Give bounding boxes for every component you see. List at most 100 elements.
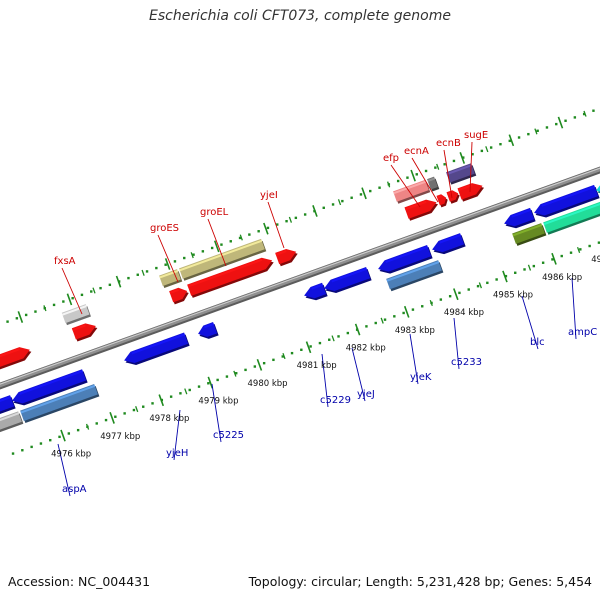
upper-tick-dot [489,146,493,149]
gene-sugE-box [446,163,475,183]
gene-c5229 [304,282,327,299]
lower-tick-dot [346,331,350,335]
gene-yjeJ [324,266,371,292]
gene-groEL [187,257,273,296]
upper-tick-dot [406,176,409,179]
upper-tick-dot [276,223,279,226]
upper-tick-dot [90,290,93,293]
minor-tick-lower [380,317,384,324]
gene-yjeK-box-highlight [386,261,440,282]
gene-aspA-highlight [19,370,84,395]
minor-tick-upper [239,234,243,241]
gene-yjeK [378,245,432,272]
upper-tick-dot [80,293,84,297]
gene-groEL-box [179,238,265,279]
lower-tick-dot [421,305,424,308]
minor-tick-upper [92,287,96,294]
upper-tick-dot [136,273,139,276]
lower-tick-dot [532,264,536,268]
backbone-highlight [0,167,600,385]
lower-tick-dot [495,278,498,281]
minor-tick-upper [190,252,194,259]
upper-tick-dot [480,149,484,153]
lower-tick-dot [169,395,173,398]
label-aspA-leader [57,443,71,497]
label-ecnA-leader [411,157,439,203]
lower-tick-dot [300,348,303,351]
lower-tick-dot [560,254,563,258]
upper-tick-dot [62,300,65,303]
kbp-tick-mark [453,288,459,301]
label-ampC-leader [571,277,577,340]
kbp-tick-label: 4981 kbp [297,361,337,371]
lower-tick-dot [262,361,266,365]
lower-tick-dot [448,295,452,298]
kbp-tick-mark-upper [361,187,367,200]
lower-tick-dot [197,385,201,388]
backbone-shadow [0,166,600,390]
label-yjeI-leader [267,201,285,249]
upper-tick-dot [341,199,344,203]
kbp-tick-label: 4976 kbp [51,450,91,460]
lower-tick-dot [439,298,443,301]
upper-tick-dot [164,263,167,266]
lower-tick-dot [207,382,210,385]
upper-tick-dot [210,246,214,250]
gene-sugE-box-highlight [446,164,473,176]
upper-tick-dot [24,313,28,317]
lower-tick-dot [374,321,377,325]
kbp-tick-label: 4985 kbp [493,290,533,300]
gene-blc-box-highlight [512,224,543,237]
gene-forward-1 [0,347,30,367]
lower-tick-dot [58,435,61,439]
upper-tick-dot [434,166,437,169]
upper-tick-dot [266,226,270,230]
label-c5225-leader [211,383,222,443]
minor-tick-upper [485,146,489,153]
upper-tick-dot [71,297,74,300]
kbp-tick-mark-upper [459,152,466,164]
upper-tick-dot [34,310,37,313]
label-ecnB-leader [443,149,453,199]
kbp-tick-mark-upper [66,293,73,306]
kbp-tick-mark [354,323,361,336]
minor-tick-upper [534,128,538,135]
label-c5229: c5229 [320,395,351,406]
kbp-tick-label: 4987 kbp [591,255,600,265]
upper-tick-dot [573,116,577,119]
upper-tick-dot [322,206,325,210]
gene-efp-box [393,179,429,202]
lower-tick-dot [523,268,526,271]
gene-aspA-box-highlight [20,384,96,414]
upper-tick-dot [192,253,195,256]
lower-tick-dot [476,284,480,288]
lower-tick-dot [514,271,517,274]
kbp-tick-mark-upper [263,222,269,235]
lower-tick-dot [393,315,396,318]
kbp-tick-label: 4978 kbp [149,414,189,424]
kbp-tick-label: 4980 kbp [248,379,288,389]
lower-tick-dot [235,372,238,375]
gene-blc-highlight [511,208,532,218]
gene-ecnA-box-highlight [427,177,436,182]
upper-tick-dot [555,122,558,126]
gene-yjeK-box [386,260,442,290]
kbp-tick-mark [551,252,557,265]
upper-tick-dot [155,266,158,270]
lower-tick-dot [541,261,545,264]
minor-tick-lower [478,282,483,289]
label-efp: efp [383,153,399,164]
kbp-tick-mark [502,270,508,283]
kbp-tick-label: 4983 kbp [395,326,435,336]
genome-info-label: Topology: circular; Length: 5,231,428 bp… [248,574,592,589]
label-efp-leader [390,164,421,208]
gene-efp-highlight [404,200,427,211]
gene-grey-1-highlight [62,305,87,316]
label-ampC: ampC [568,327,597,338]
gene-groEL-highlight [187,258,263,288]
label-yjeH-leader [173,409,181,461]
label-groEL: groEL [200,207,229,218]
gene-aspA [12,369,87,404]
upper-tick-dot [517,136,521,139]
lower-tick-dot [76,428,80,432]
